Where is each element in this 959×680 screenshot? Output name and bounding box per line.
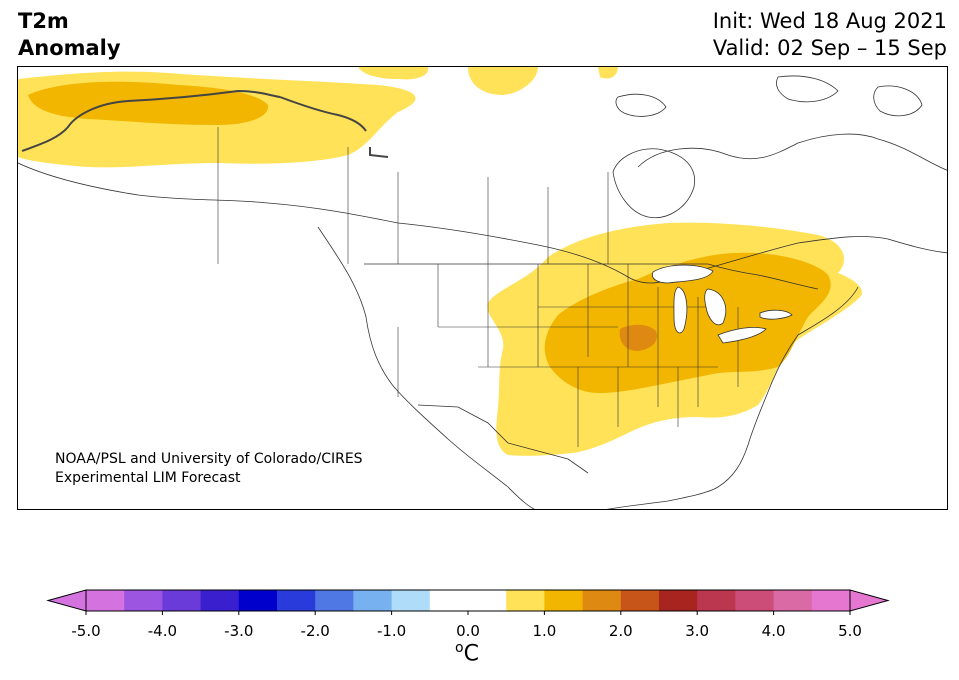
- yukon-river: [21, 89, 281, 152]
- river-segment: [369, 147, 389, 158]
- colorbar-tick-label: -4.0: [147, 622, 178, 640]
- colorbar-segment: [735, 590, 775, 611]
- credit-line-2: Experimental LIM Forecast: [55, 470, 241, 486]
- colorbar-segment: [315, 590, 354, 611]
- coastline-west: [317, 226, 535, 509]
- colorbar-tick-label: -3.0: [224, 622, 254, 640]
- colorbar-under-arrow: [46, 589, 87, 612]
- colorbar-tick-label: 2.0: [608, 622, 633, 640]
- colorbar-segment: [659, 590, 698, 611]
- title-line-2: Anomaly: [18, 36, 121, 60]
- colorbar-tick-label: 3.0: [685, 622, 710, 640]
- colorbar-segment: [811, 590, 851, 611]
- mackenzie-river: [279, 96, 367, 132]
- colorbar-tick-label: -1.0: [376, 622, 407, 640]
- island-3: [873, 85, 923, 117]
- geography-lines: [18, 127, 947, 509]
- colorbar-segment: [620, 590, 660, 611]
- central-mid-anomaly: [544, 252, 831, 393]
- colorbar-tick-label: 0.0: [456, 622, 480, 640]
- colorbar-tick-label: -5.0: [71, 622, 101, 640]
- title-line-1: T2m: [18, 9, 69, 33]
- anomaly-fill: [18, 67, 862, 456]
- island-1: [637, 133, 947, 171]
- canada-us-border: [364, 263, 819, 290]
- coastline-north: [18, 162, 947, 284]
- colorbar-segment: [506, 590, 545, 611]
- arctic-light-anomaly-3: [598, 67, 618, 79]
- hudson-bay-coast: [612, 148, 696, 219]
- date-info: Init: Wed 18 Aug 2021 Valid: 02 Sep – 15…: [713, 8, 947, 62]
- valid-date: Valid: 02 Sep – 15 Sep: [712, 36, 947, 60]
- colorbar-segment: [86, 590, 125, 611]
- us-mexico-border: [417, 404, 589, 474]
- alaska-mid-anomaly: [28, 81, 269, 125]
- map-title: T2m Anomaly: [18, 8, 121, 62]
- colorbar-segment: [582, 590, 622, 611]
- colorbar-tick-label: 5.0: [838, 622, 862, 640]
- colorbar-over-arrow: [849, 589, 890, 612]
- state-lines: [397, 264, 739, 447]
- colorbar-segment: [124, 590, 163, 611]
- great-lakes: [651, 264, 793, 344]
- map-panel: NOAA/PSL and University of Colorado/CIRE…: [17, 66, 948, 510]
- colorbar-segment: [544, 590, 584, 611]
- island-2: [776, 75, 839, 103]
- lake-superior: [651, 264, 714, 284]
- lake-ontario: [759, 309, 793, 320]
- colorbar-segment: [391, 590, 431, 611]
- colorbar-tick-label: 4.0: [761, 622, 786, 640]
- init-date: Init: Wed 18 Aug 2021: [712, 9, 947, 33]
- anomaly-map: [18, 67, 947, 509]
- rivers: [21, 89, 389, 158]
- lake-erie: [717, 327, 767, 344]
- lake-huron: [704, 288, 727, 326]
- canada-province-lines: [217, 127, 609, 264]
- central-dark-anomaly: [619, 324, 658, 351]
- arctic-light-anomaly-1: [358, 67, 429, 80]
- credit-text: NOAA/PSL and University of Colorado/CIRE…: [55, 450, 363, 488]
- colorbar-tick-label: -2.0: [300, 622, 330, 640]
- colorbar-segment: [162, 590, 202, 611]
- colorbar-unit: oC: [455, 640, 479, 666]
- colorbar-segment: [697, 590, 736, 611]
- colorbar-segment: [773, 590, 813, 611]
- arctic-light-anomaly-2: [468, 67, 538, 95]
- unit-superscript: o: [455, 640, 464, 656]
- lake-michigan: [673, 286, 688, 334]
- colorbar-segment: [353, 590, 393, 611]
- colorbar-segment: [468, 590, 507, 611]
- coastline-east: [606, 286, 859, 509]
- island-4: [615, 93, 667, 117]
- colorbar-segment: [238, 590, 278, 611]
- credit-line-1: NOAA/PSL and University of Colorado/CIRE…: [55, 451, 363, 467]
- colorbar-segment: [200, 590, 240, 611]
- colorbar-segment: [277, 590, 316, 611]
- colorbar-segment: [429, 590, 469, 611]
- unit-label: C: [463, 641, 479, 667]
- colorbar-tick-label: 1.0: [532, 622, 557, 640]
- arctic-islands: [615, 75, 947, 171]
